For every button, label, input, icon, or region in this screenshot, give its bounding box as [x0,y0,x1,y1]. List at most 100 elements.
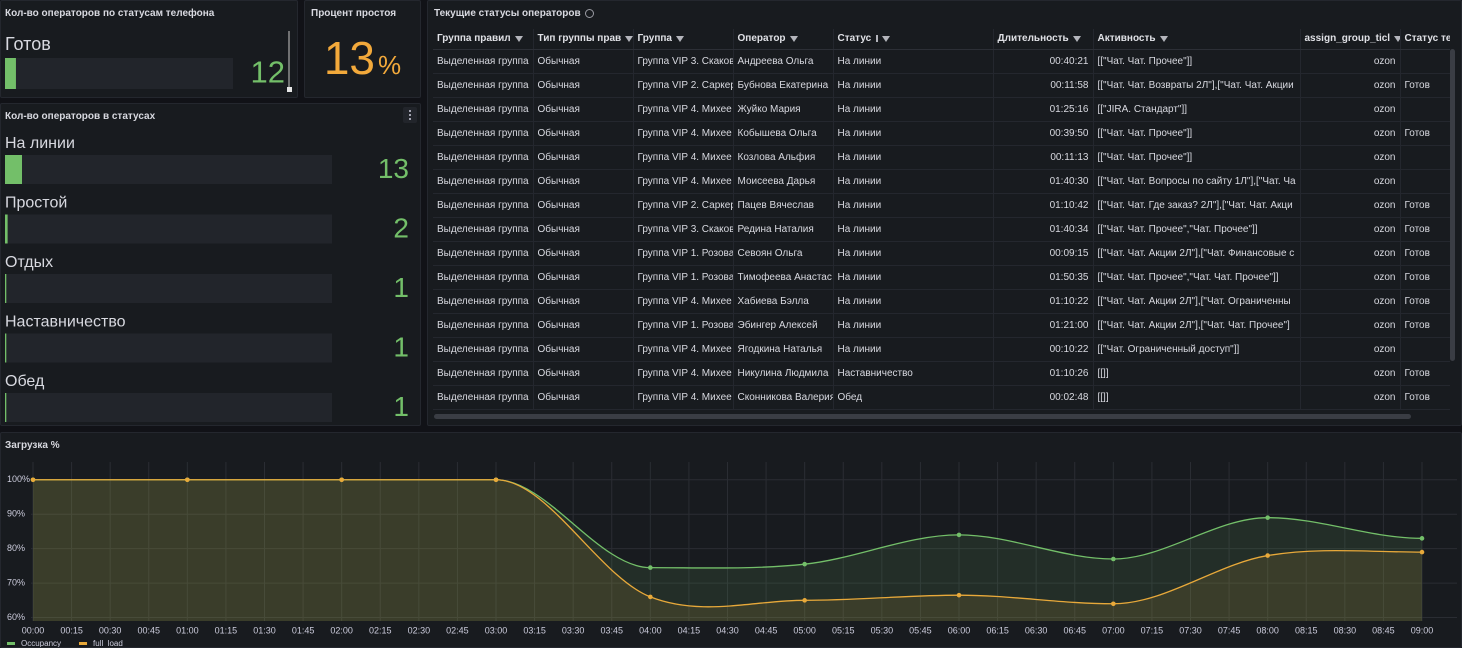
column-header-text: Активность [1097,33,1156,45]
filter-icon[interactable] [1394,35,1399,42]
table-cell: Готов [1400,193,1450,218]
column-header: Статус [833,29,994,50]
panel-menu[interactable] [403,107,417,123]
table-cell: Группа VIP 2. Саркер [633,193,734,218]
table-cell: Выделенная группа [433,73,534,98]
filter-icon[interactable] [1159,35,1168,42]
table-cell: 01:10:26 [993,361,1094,386]
panel-title: Текущие статусы операторов [434,8,581,19]
legend-swatch [7,642,15,645]
gauge-bar [5,214,8,244]
gauge-track [5,274,332,303]
table-cell: Сконникова Валерия [733,385,834,410]
table-cell: Готов [1400,313,1450,338]
point [339,477,344,483]
y-tick-label: 70% [7,577,25,587]
column-header-text: Длительность [997,33,1069,45]
info-icon[interactable] [585,9,594,18]
filter-icon[interactable] [625,35,632,42]
table-cell: [["Чат. Чат. Акции 2Л"],["Чат. Финансовы… [1093,241,1301,266]
table-cell: На линии [833,121,994,146]
table-cell: Эбингер Алексей [733,313,834,338]
table-cell: На линии [833,313,994,338]
scrollbar-vertical[interactable] [1450,49,1455,361]
panel-title: Процент простоя [311,8,397,19]
point [1111,556,1116,562]
gauge-value: 1 [393,391,409,422]
table-cell: Выделенная группа [433,385,534,410]
table: Группа правил Тип группы прав Группа Операт… [433,29,1450,410]
y-tick-label: 90% [7,509,25,519]
column-header: Длительность [993,29,1094,50]
table-cell: ozon [1300,289,1401,314]
table-cell: Выделенная группа [433,313,534,338]
table-cell: Выделенная группа [433,241,534,266]
table-row: Выделенная группа Обычная Группа VIP 3. Ск… [433,49,1450,74]
gauge-track [5,393,332,422]
x-tick-label: 08:30 [1334,625,1357,635]
filter-icon[interactable] [882,35,891,42]
filter-icon[interactable] [789,35,798,42]
table-cell: [["Чат. Чат. Акции 2Л"],["Чат. Чат. Проч… [1093,313,1301,338]
table-cell: На линии [833,169,994,194]
point [1111,601,1116,607]
column-header-text: Тип группы прав [537,33,622,45]
table-cell: На линии [833,337,994,362]
table-cell: [["Чат. Чат. Возвраты 2Л"],["Чат. Чат. А… [1093,73,1301,98]
column-header: assign_group_ticl [1300,29,1401,50]
table-cell: ozon [1300,169,1401,194]
scrollbar-horizontal[interactable] [434,414,1411,419]
x-tick-label: 06:00 [948,625,971,635]
gauge-label: Простой [5,195,67,212]
x-tick-label: 02:30 [408,625,431,635]
filter-icon[interactable] [675,35,684,42]
filter-icon[interactable] [514,35,523,42]
x-tick-label: 06:30 [1025,625,1048,635]
table-cell: Никулина Людмила [733,361,834,386]
table-cell: 01:10:42 [993,193,1094,218]
table-cell: Группа VIP 3. Скаков [633,217,734,242]
panel-phone-status: Кол-во операторов по статусам телефона Г… [0,0,298,98]
x-tick-label: 04:00 [639,625,662,635]
table-row: Выделенная группа Обычная Группа VIP 1. Ро… [433,241,1450,266]
table-cell: ozon [1300,193,1401,218]
table-cell: 00:09:15 [993,241,1094,266]
table-cell: [["Чат. Чат. Где заказ? 2Л"],["Чат. Чат.… [1093,193,1301,218]
table-cell: Наставничество [833,361,994,386]
filter-icon[interactable] [1072,35,1081,42]
table-cell: На линии [833,193,994,218]
y-tick-label: 80% [7,543,25,553]
point [185,477,190,483]
table-cell: На линии [833,217,994,242]
gauge-label: На линии [5,135,75,152]
table-cell: Группа VIP 4. Михее [633,289,734,314]
table-cell: 01:25:16 [993,97,1094,122]
table-cell: Обычная [533,193,634,218]
table-cell: Пацев Вячеслав [733,193,834,218]
table-cell: Обычная [533,289,634,314]
x-tick-label: 00:00 [22,625,45,635]
table-cell: Выделенная группа [433,97,534,122]
table-row: Выделенная группа Обычная Группа VIP 4. Ми… [433,169,1450,194]
table-row: Выделенная группа Обычная Группа VIP 1. Ро… [433,313,1450,338]
table-cell: Группа VIP 1. Розова [633,313,734,338]
x-tick-label: 09:00 [1411,625,1434,635]
gauge-track [5,58,233,89]
point [1419,536,1425,541]
resize-handle [287,87,292,92]
x-tick-label: 04:30 [716,625,739,635]
table-cell: ozon [1300,241,1401,266]
table-cell: Группа VIP 4. Михее [633,337,734,362]
table-cell: Моисеева Дарья [733,169,834,194]
table-cell [1400,49,1450,74]
point [1265,515,1270,520]
table-cell: Обычная [533,169,634,194]
x-tick-label: 07:45 [1218,625,1241,635]
x-tick-label: 01:30 [253,625,276,635]
table-cell: ozon [1300,145,1401,170]
x-tick-label: 06:15 [986,625,1009,635]
table-cell: [["Чат. Чат. Акции 2Л"],["Чат. Ограничен… [1093,289,1301,314]
gauge-value: 12 [251,55,285,90]
table-row: Выделенная группа Обычная Группа VIP 4. Ми… [433,385,1450,410]
